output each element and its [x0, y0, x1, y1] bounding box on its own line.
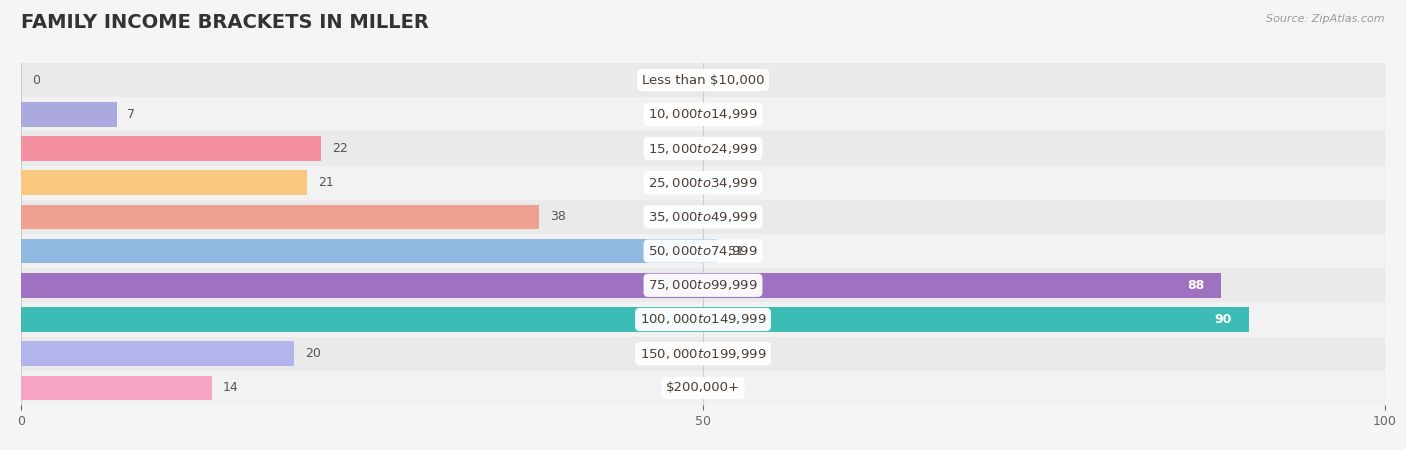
Text: 14: 14: [224, 382, 239, 394]
Text: Less than $10,000: Less than $10,000: [641, 74, 765, 86]
Bar: [21, 268, 1385, 302]
Text: $100,000 to $149,999: $100,000 to $149,999: [640, 312, 766, 327]
Text: 21: 21: [318, 176, 335, 189]
Bar: [21, 131, 1385, 166]
Text: 90: 90: [1215, 313, 1232, 326]
Bar: [21, 166, 1385, 200]
Bar: [21, 136, 321, 161]
Text: Source: ZipAtlas.com: Source: ZipAtlas.com: [1267, 14, 1385, 23]
Text: $10,000 to $14,999: $10,000 to $14,999: [648, 107, 758, 122]
Bar: [21, 102, 117, 126]
Text: $150,000 to $199,999: $150,000 to $199,999: [640, 346, 766, 361]
Text: FAMILY INCOME BRACKETS IN MILLER: FAMILY INCOME BRACKETS IN MILLER: [21, 14, 429, 32]
Bar: [21, 273, 1222, 297]
Bar: [21, 200, 1385, 234]
Text: $25,000 to $34,999: $25,000 to $34,999: [648, 176, 758, 190]
Text: 22: 22: [332, 142, 347, 155]
Bar: [21, 63, 1385, 97]
Text: $35,000 to $49,999: $35,000 to $49,999: [648, 210, 758, 224]
Bar: [21, 234, 1385, 268]
Bar: [21, 239, 717, 263]
Text: $75,000 to $99,999: $75,000 to $99,999: [648, 278, 758, 293]
Bar: [21, 371, 1385, 405]
Text: 20: 20: [305, 347, 321, 360]
Text: $50,000 to $74,999: $50,000 to $74,999: [648, 244, 758, 258]
Text: 38: 38: [550, 211, 567, 223]
Bar: [21, 97, 1385, 131]
Text: 51: 51: [727, 245, 744, 257]
Text: 88: 88: [1188, 279, 1205, 292]
Bar: [21, 171, 308, 195]
Bar: [21, 302, 1385, 337]
Bar: [21, 342, 294, 366]
Bar: [21, 337, 1385, 371]
Text: $15,000 to $24,999: $15,000 to $24,999: [648, 141, 758, 156]
Bar: [21, 205, 540, 229]
Text: 7: 7: [128, 108, 135, 121]
Bar: [21, 376, 212, 400]
Text: 0: 0: [32, 74, 39, 86]
Text: $200,000+: $200,000+: [666, 382, 740, 394]
Bar: [21, 307, 1249, 332]
